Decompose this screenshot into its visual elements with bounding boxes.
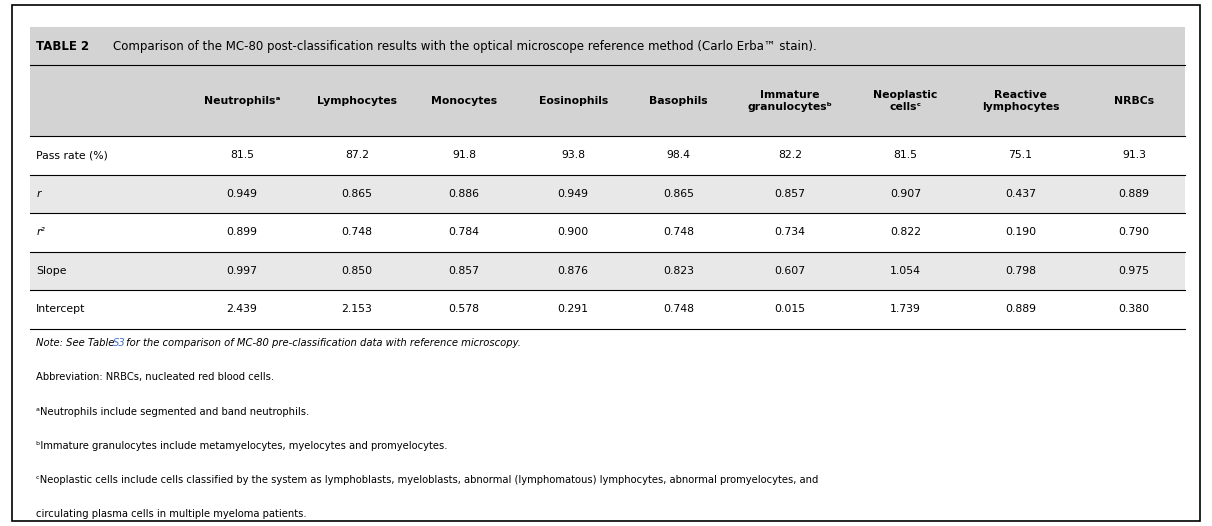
Text: Pass rate (%): Pass rate (%) — [36, 150, 108, 160]
Text: 0.949: 0.949 — [227, 189, 258, 199]
Text: Immature
granulocytesᵇ: Immature granulocytesᵇ — [748, 90, 833, 112]
Text: Lymphocytes: Lymphocytes — [316, 96, 396, 106]
Text: 0.822: 0.822 — [890, 227, 921, 238]
Text: 0.734: 0.734 — [774, 227, 806, 238]
Text: 75.1: 75.1 — [1008, 150, 1033, 160]
Text: Intercept: Intercept — [36, 305, 86, 315]
Text: 0.949: 0.949 — [558, 189, 589, 199]
Text: 0.748: 0.748 — [663, 305, 694, 315]
Text: 0.291: 0.291 — [558, 305, 589, 315]
Text: 0.607: 0.607 — [774, 266, 806, 276]
Text: Eosinophils: Eosinophils — [538, 96, 607, 106]
Text: 0.380: 0.380 — [1119, 305, 1149, 315]
Text: 0.865: 0.865 — [342, 189, 372, 199]
Text: 0.857: 0.857 — [774, 189, 806, 199]
Text: 81.5: 81.5 — [230, 150, 255, 160]
Text: ᵇImmature granulocytes include metamyelocytes, myelocytes and promyelocytes.: ᵇImmature granulocytes include metamyelo… — [36, 441, 448, 451]
Text: 0.975: 0.975 — [1119, 266, 1149, 276]
Text: 0.886: 0.886 — [448, 189, 480, 199]
Text: TABLE 2: TABLE 2 — [36, 40, 90, 53]
Text: 0.748: 0.748 — [342, 227, 372, 238]
Text: 93.8: 93.8 — [561, 150, 585, 160]
Text: 1.054: 1.054 — [890, 266, 921, 276]
Text: ᶜNeoplastic cells include cells classified by the system as lymphoblasts, myelob: ᶜNeoplastic cells include cells classifi… — [36, 475, 819, 485]
Text: 87.2: 87.2 — [345, 150, 368, 160]
Text: Comparison of the MC-80 post-classification results with the optical microscope : Comparison of the MC-80 post-classificat… — [113, 40, 817, 53]
Text: Basophils: Basophils — [650, 96, 708, 106]
Text: r: r — [36, 189, 41, 199]
Text: Slope: Slope — [36, 266, 67, 276]
Text: Reactive
lymphocytes: Reactive lymphocytes — [982, 90, 1059, 112]
Text: 0.889: 0.889 — [1005, 305, 1036, 315]
Text: Neoplastic
cellsᶜ: Neoplastic cellsᶜ — [874, 90, 938, 112]
Text: 91.8: 91.8 — [452, 150, 476, 160]
Text: 2.153: 2.153 — [342, 305, 372, 315]
Text: 0.876: 0.876 — [558, 266, 589, 276]
Text: 0.015: 0.015 — [774, 305, 806, 315]
Text: Monocytes: Monocytes — [431, 96, 497, 106]
Text: 0.578: 0.578 — [448, 305, 480, 315]
Text: 0.865: 0.865 — [663, 189, 694, 199]
Text: 0.748: 0.748 — [663, 227, 694, 238]
Text: 0.907: 0.907 — [890, 189, 921, 199]
Text: 0.784: 0.784 — [448, 227, 480, 238]
Text: Neutrophilsᵃ: Neutrophilsᵃ — [204, 96, 280, 106]
Text: 91.3: 91.3 — [1122, 150, 1147, 160]
Text: 0.899: 0.899 — [227, 227, 258, 238]
Text: 0.850: 0.850 — [342, 266, 372, 276]
Text: S3: S3 — [113, 338, 126, 348]
Text: ᵃNeutrophils include segmented and band neutrophils.: ᵃNeutrophils include segmented and band … — [36, 407, 309, 417]
Text: 0.437: 0.437 — [1005, 189, 1036, 199]
Text: 0.190: 0.190 — [1005, 227, 1036, 238]
Text: circulating plasma cells in multiple myeloma patients.: circulating plasma cells in multiple mye… — [36, 509, 307, 519]
Text: 2.439: 2.439 — [227, 305, 257, 315]
Text: 0.790: 0.790 — [1119, 227, 1149, 238]
Text: 81.5: 81.5 — [893, 150, 917, 160]
Text: 0.997: 0.997 — [227, 266, 258, 276]
Text: for the comparison of MC-80 pre-classification data with reference microscopy.: for the comparison of MC-80 pre-classifi… — [122, 338, 520, 348]
Text: 0.900: 0.900 — [558, 227, 589, 238]
Text: NRBCs: NRBCs — [1114, 96, 1154, 106]
Text: Abbreviation: NRBCs, nucleated red blood cells.: Abbreviation: NRBCs, nucleated red blood… — [36, 372, 274, 382]
Text: 98.4: 98.4 — [667, 150, 691, 160]
Text: 0.823: 0.823 — [663, 266, 694, 276]
Text: 0.889: 0.889 — [1119, 189, 1149, 199]
Text: 0.857: 0.857 — [448, 266, 480, 276]
Text: Note: See Table: Note: See Table — [36, 338, 118, 348]
Text: r²: r² — [36, 227, 45, 238]
Text: 82.2: 82.2 — [778, 150, 802, 160]
Text: 1.739: 1.739 — [890, 305, 921, 315]
Text: 0.798: 0.798 — [1005, 266, 1036, 276]
